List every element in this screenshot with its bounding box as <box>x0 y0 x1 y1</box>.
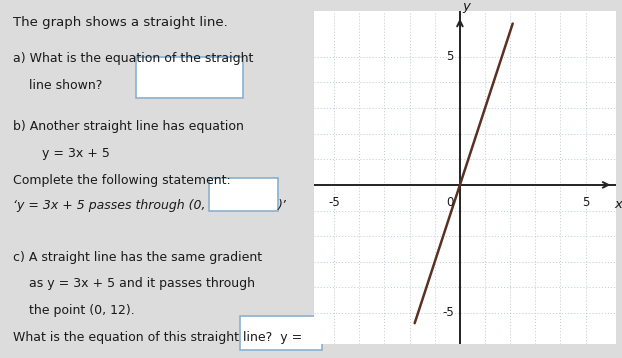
Text: 5: 5 <box>446 50 453 63</box>
Text: 0: 0 <box>446 197 453 209</box>
Text: a) What is the equation of the straight: a) What is the equation of the straight <box>13 52 253 65</box>
Text: c) A straight line has the same gradient: c) A straight line has the same gradient <box>13 251 262 263</box>
Text: b) Another straight line has equation: b) Another straight line has equation <box>13 120 244 133</box>
Text: y: y <box>462 0 470 13</box>
Text: -5: -5 <box>442 306 453 319</box>
Text: -5: -5 <box>328 197 340 209</box>
Text: line shown?: line shown? <box>13 79 103 92</box>
FancyBboxPatch shape <box>136 57 243 98</box>
Text: Complete the following statement:: Complete the following statement: <box>13 174 231 187</box>
Text: y = 3x + 5: y = 3x + 5 <box>26 147 110 160</box>
Text: x: x <box>615 198 622 211</box>
Text: ‘y = 3x + 5 passes through (0,: ‘y = 3x + 5 passes through (0, <box>13 199 205 212</box>
Text: as y = 3x + 5 and it passes through: as y = 3x + 5 and it passes through <box>13 277 255 290</box>
FancyBboxPatch shape <box>240 316 322 350</box>
Text: )’: )’ <box>278 199 287 212</box>
Text: 5: 5 <box>582 197 589 209</box>
Text: What is the equation of this straight line?  y =: What is the equation of this straight li… <box>13 331 302 344</box>
Text: the point (0, 12).: the point (0, 12). <box>13 304 135 317</box>
Text: The graph shows a straight line.: The graph shows a straight line. <box>13 16 228 29</box>
FancyBboxPatch shape <box>209 178 277 211</box>
